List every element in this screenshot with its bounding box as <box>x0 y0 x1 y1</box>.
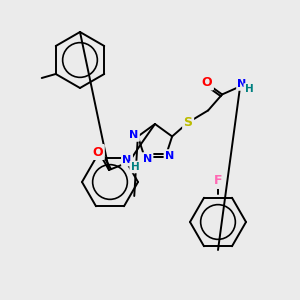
Text: N: N <box>238 80 247 89</box>
Text: O: O <box>93 146 103 158</box>
Text: N: N <box>122 155 132 165</box>
Text: N: N <box>165 151 174 160</box>
Text: H: H <box>245 84 254 94</box>
Text: H: H <box>130 162 140 172</box>
Text: N: N <box>129 130 139 140</box>
Text: O: O <box>202 76 212 89</box>
Text: F: F <box>214 175 222 188</box>
Text: N: N <box>143 154 152 164</box>
Text: S: S <box>184 116 193 129</box>
